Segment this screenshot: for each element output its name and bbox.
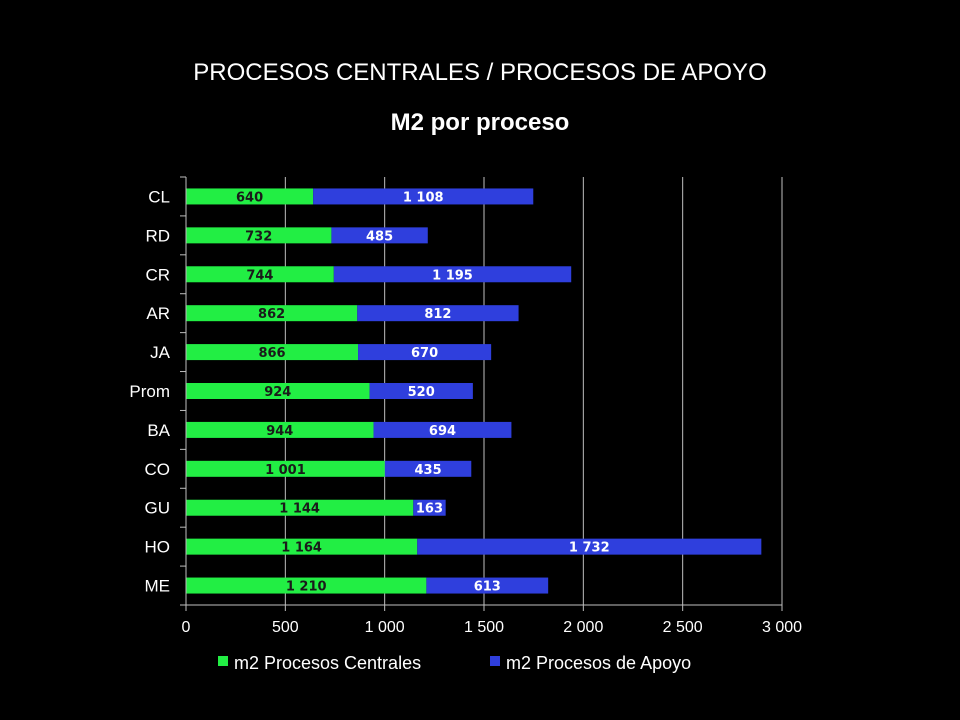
category-label: GU — [145, 499, 171, 518]
data-label: 944 — [266, 424, 293, 439]
bar-procesos-apoyo — [384, 460, 472, 477]
x-tick-label: 2 500 — [663, 619, 703, 636]
category-label: CR — [145, 265, 170, 284]
data-label: 1 732 — [569, 541, 610, 556]
data-label: 1 108 — [403, 190, 444, 205]
data-label: 435 — [415, 463, 442, 478]
data-label: 1 144 — [279, 502, 320, 517]
bar-procesos-centrales — [186, 421, 374, 438]
data-label: 613 — [474, 580, 501, 595]
bar-procesos-apoyo — [333, 266, 572, 283]
legend-label: m2 Procesos Centrales — [234, 653, 421, 673]
legend: m2 Procesos Centrales m2 Procesos de Apoy… — [218, 653, 691, 673]
data-label: 866 — [258, 346, 285, 361]
bar-procesos-centrales — [186, 227, 332, 244]
data-label: 694 — [429, 424, 456, 439]
x-tick-label: 3 000 — [762, 619, 802, 636]
data-label: 924 — [264, 385, 291, 400]
bar-procesos-apoyo — [373, 421, 512, 438]
x-tick-label: 1 500 — [464, 619, 504, 636]
data-label: 862 — [258, 307, 285, 322]
data-label: 1 195 — [432, 268, 473, 283]
bar-procesos-centrales — [186, 305, 358, 322]
bar-procesos-centrales — [186, 266, 334, 283]
bar-procesos-apoyo — [417, 538, 762, 555]
bar-procesos-centrales — [186, 460, 385, 477]
data-label: 812 — [424, 307, 451, 322]
data-label: 163 — [416, 502, 443, 517]
legend-swatch — [490, 656, 500, 666]
bar-procesos-centrales — [186, 383, 370, 399]
x-tick-label: 2 000 — [563, 619, 603, 636]
category-label: CL — [148, 187, 170, 206]
chart-title: PROCESOS CENTRALES / PROCESOS DE APOYO — [193, 59, 766, 86]
bar-procesos-centrales — [186, 577, 427, 594]
bar-procesos-centrales — [186, 499, 414, 516]
category-label: CO — [145, 460, 171, 479]
bar-procesos-centrales — [186, 344, 359, 361]
bar-procesos-centrales — [186, 188, 314, 205]
data-label: 485 — [366, 229, 393, 244]
data-label: 670 — [411, 346, 438, 361]
category-label: Prom — [129, 382, 170, 401]
bar-procesos-apoyo — [313, 188, 534, 205]
bar-procesos-apoyo — [413, 499, 446, 516]
bars: 640 1 108 732 485 744 1 195 862 812 866 670 924 520… — [186, 188, 762, 595]
data-label: 732 — [245, 229, 272, 244]
legend-label: m2 Procesos de Apoyo — [506, 653, 691, 673]
bar-procesos-centrales — [186, 538, 418, 555]
bar-procesos-apoyo — [369, 383, 473, 399]
category-label: RD — [145, 226, 170, 245]
x-tick-label: 0 — [182, 619, 191, 636]
bar-procesos-apoyo — [358, 344, 492, 361]
bar-procesos-apoyo — [357, 305, 519, 322]
chart-subtitle: M2 por proceso — [391, 109, 570, 136]
category-label: JA — [150, 343, 171, 362]
x-tick-label: 1 000 — [365, 619, 405, 636]
x-tick-label: 500 — [272, 619, 299, 636]
legend-swatch — [218, 656, 228, 666]
bar-procesos-apoyo — [331, 227, 428, 244]
data-label: 1 164 — [281, 541, 322, 556]
axes: 0 500 1 000 1 500 2 000 2 500 3 000 CL RD CR AR JA P… — [129, 176, 802, 636]
category-label: HO — [145, 538, 171, 557]
data-label: 520 — [408, 385, 435, 400]
category-label: BA — [147, 421, 170, 440]
data-label: 640 — [236, 190, 263, 205]
gridlines — [284, 177, 783, 605]
category-label: AR — [146, 304, 170, 323]
data-label: 1 210 — [286, 580, 327, 595]
data-label: 744 — [246, 268, 273, 283]
category-label: ME — [145, 577, 171, 596]
bar-procesos-apoyo — [426, 577, 549, 594]
data-label: 1 001 — [265, 463, 306, 478]
